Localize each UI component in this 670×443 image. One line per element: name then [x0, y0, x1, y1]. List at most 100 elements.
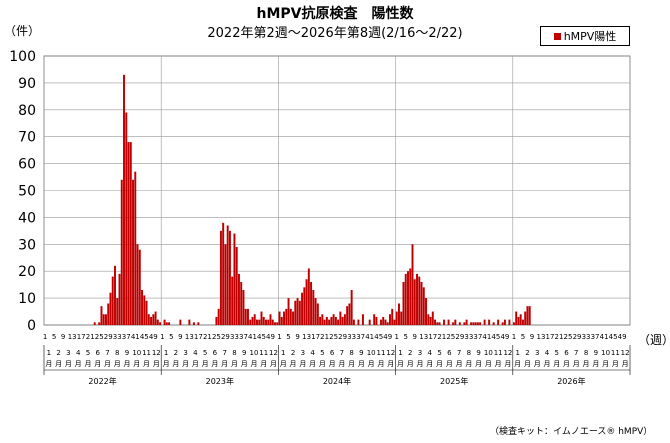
month-label-unit: 月: [163, 360, 170, 368]
month-label-num: 12: [152, 349, 161, 357]
week-tick-label: 41: [248, 333, 257, 341]
month-label-unit: 月: [172, 360, 179, 368]
bar-2022年-w50: [154, 311, 157, 325]
bar-2025年-w18: [434, 319, 437, 325]
bar-2025年-w1: [395, 311, 398, 325]
bar-2024年-w47: [382, 316, 385, 325]
month-label-unit: 月: [104, 360, 111, 368]
week-tick-label: 1: [512, 333, 516, 341]
bar-2023年-w48: [267, 319, 270, 325]
bar-2022年-w42: [136, 244, 139, 325]
bar-2023年-w33: [233, 233, 236, 325]
month-label-num: 7: [105, 349, 109, 357]
bar-2025年-w13: [422, 287, 425, 325]
bar-2025年-w4: [402, 281, 405, 325]
bar-2023年-w35: [237, 273, 240, 325]
bar-2024年-w28: [339, 311, 342, 325]
bar-2022年-w35: [120, 179, 123, 325]
week-tick-label: 37: [591, 333, 600, 341]
bar-2024年-w3: [283, 311, 286, 325]
month-label-unit: 月: [143, 360, 150, 368]
bar-2025年-w35: [472, 322, 475, 325]
month-label-num: 9: [594, 349, 598, 357]
chart-title: hMPV抗原検査 陽性数: [256, 6, 414, 22]
y-tick-label: 100: [9, 49, 36, 65]
bar-2023年-w45: [260, 311, 263, 325]
bar-2023年-w50: [271, 319, 274, 325]
month-label-unit: 月: [465, 360, 472, 368]
month-label-num: 4: [545, 349, 550, 357]
bar-2023年-w37: [242, 290, 245, 325]
week-tick-label: 21: [320, 333, 329, 341]
month-label-num: 12: [386, 349, 395, 357]
bar-2023年-w4: [168, 322, 171, 325]
month-label-unit: 月: [280, 360, 287, 368]
bar-2024年-w46: [379, 319, 382, 325]
month-label-num: 4: [310, 349, 315, 357]
month-label-num: 5: [320, 349, 324, 357]
week-tick-label: 21: [437, 333, 446, 341]
month-label-unit: 月: [348, 360, 355, 368]
week-tick-label: 9: [61, 333, 65, 341]
bar-2024年-w1: [278, 311, 281, 325]
bar-2023年-w15: [192, 322, 195, 325]
bar-2026年-w7: [526, 306, 529, 325]
month-label-unit: 月: [622, 360, 629, 368]
week-tick-label: 41: [365, 333, 374, 341]
month-label-unit: 月: [250, 360, 257, 368]
month-label-num: 11: [376, 349, 385, 357]
bar-2024年-w23: [328, 319, 331, 325]
bar-2025年-w29: [458, 322, 461, 325]
week-tick-label: 45: [609, 333, 618, 341]
month-label-num: 9: [476, 349, 480, 357]
week-tick-label: 17: [194, 333, 203, 341]
week-tick-label: 29: [221, 333, 230, 341]
bar-2023年-w52: [276, 322, 279, 325]
bar-2023年-w30: [226, 225, 229, 325]
week-tick-label: 25: [212, 333, 221, 341]
week-tick-label: 49: [500, 333, 509, 341]
bar-2026年-w4: [519, 314, 522, 325]
bar-2025年-w6: [407, 271, 409, 325]
bar-2022年-w46: [145, 300, 148, 325]
week-tick-label: 17: [77, 333, 86, 341]
week-tick-label: 45: [257, 333, 266, 341]
y-tick-label: 30: [18, 237, 36, 253]
month-label-num: 12: [269, 349, 278, 357]
bar-2023年-w34: [235, 246, 238, 325]
bar-2023年-w44: [258, 319, 261, 325]
bar-2024年-w31: [346, 306, 349, 325]
bar-2025年-w46: [497, 319, 500, 325]
bar-2024年-w52: [393, 319, 396, 325]
month-label-unit: 月: [358, 360, 365, 368]
week-tick-label: 49: [149, 333, 158, 341]
year-label: 2024年: [323, 376, 351, 386]
month-label-num: 10: [367, 349, 376, 357]
x-axis-unit: （週）: [638, 333, 670, 347]
bar-2023年-w40: [249, 319, 252, 325]
bar-2023年-w25: [215, 316, 218, 325]
bar-2025年-w2: [398, 303, 400, 325]
bar-2025年-w32: [465, 319, 468, 325]
bar-2024年-w41: [368, 319, 371, 325]
bar-2024年-w7: [292, 311, 295, 325]
bar-2022年-w37: [125, 112, 128, 326]
week-tick-label: 1: [277, 333, 281, 341]
y-tick-label: 70: [18, 130, 36, 146]
bar-2023年-w32: [231, 276, 234, 325]
week-tick-label: 1: [43, 333, 47, 341]
month-label-num: 12: [503, 349, 512, 357]
bar-2024年-w14: [307, 268, 310, 325]
year-label: 2026年: [557, 376, 585, 386]
bar-2024年-w44: [375, 316, 378, 325]
bar-2024年-w20: [321, 314, 324, 325]
month-label-unit: 月: [309, 360, 316, 368]
month-label-unit: 月: [55, 360, 62, 368]
week-tick-label: 9: [295, 333, 299, 341]
legend: hMPV陽性: [540, 26, 630, 46]
y-tick-label: 80: [18, 103, 36, 119]
week-tick-label: 45: [140, 333, 149, 341]
bar-2022年-w33: [116, 298, 119, 325]
week-tick-label: 29: [573, 333, 582, 341]
bar-2023年-w26: [217, 308, 220, 325]
